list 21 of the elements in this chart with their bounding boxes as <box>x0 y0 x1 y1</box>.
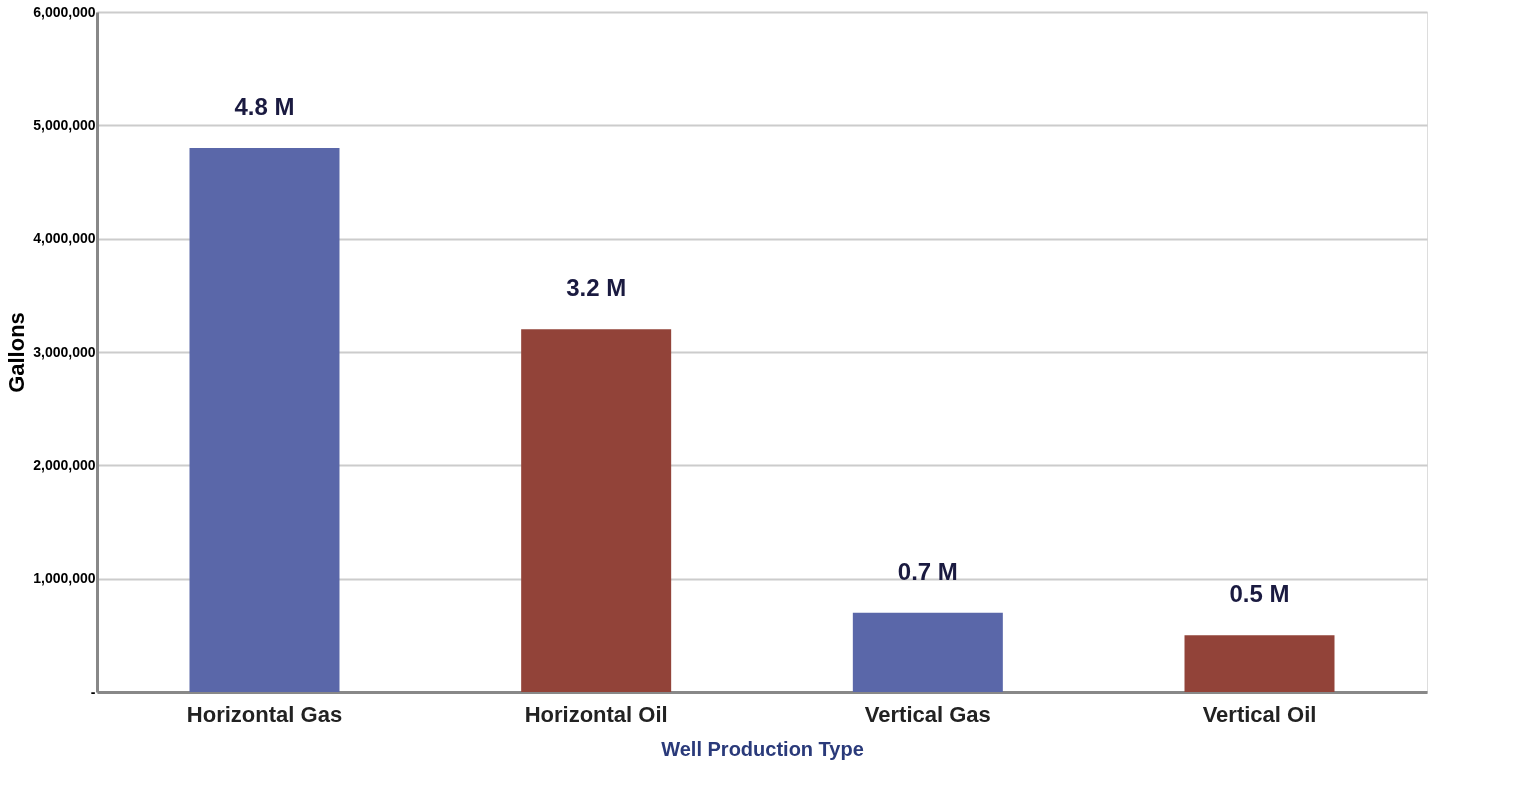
y-tick-label: 1,000,000 <box>33 570 96 587</box>
bar <box>1184 635 1335 692</box>
y-axis-title: Gallons <box>4 312 30 393</box>
data-label: 0.7 M <box>897 557 958 585</box>
y-tick-label: 2,000,000 <box>33 456 96 473</box>
y-tick-label: 4,000,000 <box>33 230 96 247</box>
y-tick-label: - <box>90 683 96 700</box>
y-tick-label: 6,000,000 <box>33 3 96 20</box>
bar <box>189 148 340 692</box>
data-label: 4.8 M <box>234 93 295 120</box>
x-tick-label: Horizontal Gas <box>186 701 343 727</box>
x-tick-label: Vertical Gas <box>864 701 991 727</box>
bar <box>521 329 672 692</box>
x-tick-label: Vertical Oil <box>1202 701 1317 727</box>
bar <box>852 612 1003 692</box>
y-tick-label: 3,000,000 <box>33 343 96 360</box>
y-tick-label: 5,000,000 <box>33 116 96 133</box>
x-axis-title: Well Production Type <box>661 737 864 760</box>
data-label: 3.2 M <box>566 274 627 302</box>
data-label: 0.5 M <box>1229 580 1290 608</box>
x-tick-label: Horizontal Oil <box>524 701 668 727</box>
